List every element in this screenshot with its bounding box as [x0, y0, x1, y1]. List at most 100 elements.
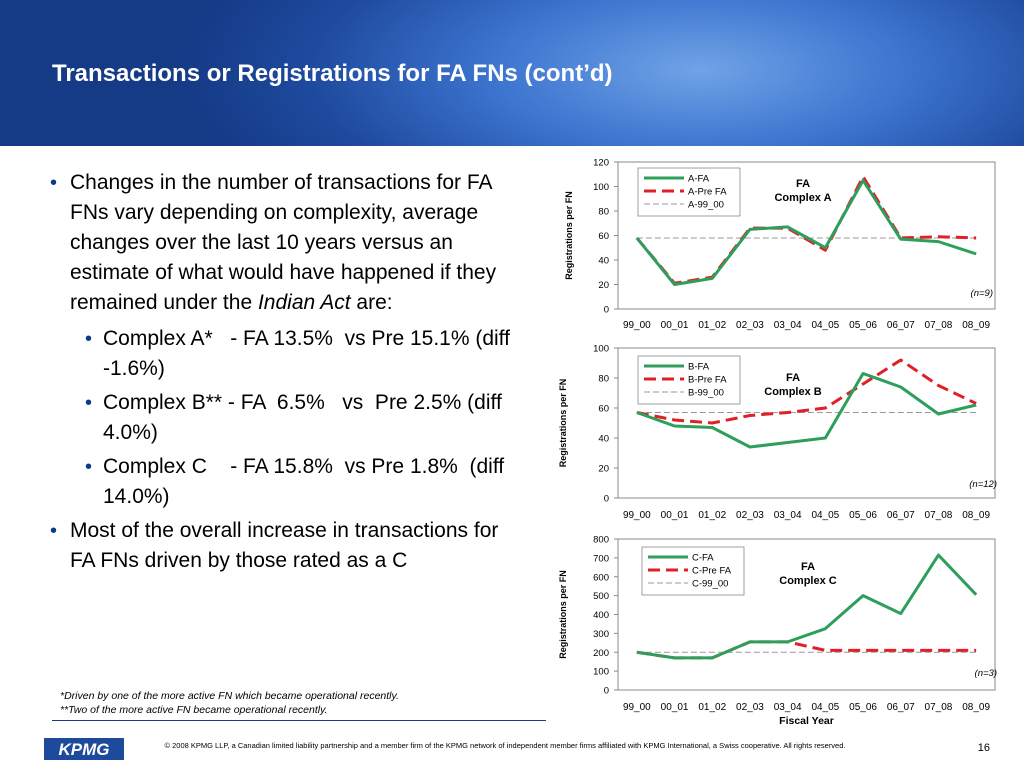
- x-tick-label: 02_03: [736, 702, 764, 713]
- y-tick-label: 20: [598, 464, 609, 475]
- y-tick-label: 80: [598, 207, 609, 218]
- chart-annotation: Complex C: [779, 575, 837, 587]
- title-banner: [0, 0, 1024, 146]
- x-tick-label: 03_04: [774, 702, 802, 713]
- sample-size-label: (n=12): [969, 479, 997, 490]
- y-tick-label: 100: [593, 344, 609, 355]
- y-tick-label: 300: [593, 629, 609, 640]
- x-tick-label: 03_04: [774, 510, 802, 521]
- sub-bullet-complex-b: • Complex B** - FA 6.5% vs Pre 2.5% (dif…: [50, 388, 520, 448]
- bullet-icon: •: [85, 456, 93, 478]
- chart-annotation: Complex B: [764, 386, 822, 398]
- footnote-1: *Driven by one of the more active FN whi…: [60, 690, 399, 702]
- legend-box: [637, 355, 741, 405]
- x-tick-label: 07_08: [925, 702, 953, 713]
- sub-bullet-complex-a-text: Complex A* - FA 13.5% vs Pre 15.1% (diff…: [103, 327, 522, 380]
- x-tick-label: 08_09: [962, 320, 990, 331]
- y-tick-label: 60: [598, 404, 609, 415]
- y-tick-label: 60: [598, 231, 609, 242]
- y-axis-label: Registrations per FN: [564, 191, 574, 280]
- logo-background: [44, 738, 124, 760]
- x-tick-label: 06_07: [887, 510, 915, 521]
- footnote-2: **Two of the more active FN became opera…: [60, 704, 328, 716]
- sub-bullet-complex-b-text: Complex B** - FA 6.5% vs Pre 2.5% (diff …: [103, 391, 508, 444]
- y-tick-label: 800: [593, 535, 609, 546]
- legend-label: B-99_00: [688, 388, 724, 399]
- chart-1: 0 20 40 60 80 100 120 99_00 00_01 01_02 02_03 03_04…: [564, 158, 996, 331]
- copyright-footer: © 2008 KPMG LLP, a Canadian limited liab…: [164, 741, 846, 750]
- y-tick-label: 0: [604, 686, 609, 697]
- chart-annotation: FA: [801, 561, 815, 573]
- chart-2: 0 20 40 60 80 100 99_00 00_01 01_02 02_03 03_04 04_…: [558, 344, 997, 522]
- sub-bullet-complex-c: • Complex C - FA 15.8% vs Pre 1.8% (diff…: [50, 452, 520, 512]
- bullet-changes-emphasis: Indian Act: [257, 291, 351, 314]
- x-tick-label: 04_05: [811, 510, 839, 521]
- y-axis-label: Registrations per FN: [558, 570, 568, 659]
- y-tick-label: 700: [593, 553, 609, 564]
- x-tick-label: 06_07: [887, 320, 915, 331]
- bullet-icon: •: [85, 328, 93, 350]
- y-tick-label: 600: [593, 572, 609, 583]
- y-tick-label: 200: [593, 648, 609, 659]
- chart-3: 0 100 200 300 400 500 600 700 800 99_00 00_01 01_02…: [558, 535, 997, 728]
- footnotes: *Driven by one of the more active FN whi…: [60, 689, 399, 717]
- x-tick-label: 02_03: [736, 510, 764, 521]
- x-tick-label: 99_00: [623, 320, 651, 331]
- y-tick-label: 0: [604, 305, 609, 316]
- x-tick-label: 01_02: [698, 320, 726, 331]
- x-tick-label: 06_07: [887, 702, 915, 713]
- chart-annotation: Complex A: [774, 192, 831, 204]
- x-tick-label: 00_01: [661, 702, 689, 713]
- x-tick-label: 04_05: [811, 702, 839, 713]
- chart-legend: C-FA C-Pre FA C-99_00: [641, 546, 745, 596]
- series-line-c-fa: [636, 553, 978, 660]
- kpmg-logo: KPMG: [44, 738, 124, 760]
- y-tick-label: 80: [598, 374, 609, 385]
- footer-divider: [52, 720, 546, 721]
- x-tick-label: 08_09: [962, 510, 990, 521]
- x-axis-label: Fiscal Year: [779, 715, 834, 727]
- x-tick-label: 08_09: [962, 702, 990, 713]
- x-tick-label: 99_00: [623, 510, 651, 521]
- legend-label: B-Pre FA: [688, 375, 727, 386]
- bullet-changes-text: Changes in the number of transactions fo…: [70, 171, 497, 314]
- logo-text: KPMG: [59, 740, 110, 759]
- x-tick-label: 07_08: [925, 320, 953, 331]
- series-line-b-fa: [636, 372, 977, 449]
- x-tick-label: 00_01: [661, 320, 689, 331]
- x-tick-label: 01_02: [698, 702, 726, 713]
- x-tick-label: 00_01: [661, 510, 689, 521]
- legend-label: A-Pre FA: [688, 187, 727, 198]
- y-tick-label: 500: [593, 591, 609, 602]
- y-tick-label: 20: [598, 280, 609, 291]
- y-axis-label: Registrations per FN: [558, 379, 568, 468]
- series-line-a-fa: [635, 178, 977, 286]
- bullet-changes: • Changes in the number of transactions …: [50, 168, 520, 318]
- x-tick-label: 05_06: [849, 702, 877, 713]
- bullet-changes-tail: are:: [350, 291, 393, 314]
- x-tick-label: 05_06: [849, 320, 877, 331]
- page-number: 16: [977, 742, 990, 754]
- slide-title: Transactions or Registrations for FA FNs…: [52, 60, 613, 87]
- chart-legend: A-FA A-Pre FA A-99_00: [637, 167, 741, 217]
- legend-label: A-99_00: [688, 200, 724, 211]
- x-tick-label: 07_08: [925, 510, 953, 521]
- sample-size-label: (n=3): [975, 668, 997, 679]
- x-tick-label: 04_05: [811, 320, 839, 331]
- bullet-icon: •: [50, 172, 58, 194]
- chart-annotation: FA: [786, 372, 800, 384]
- legend-label: A-FA: [688, 174, 710, 185]
- bullet-icon: •: [85, 392, 93, 414]
- x-tick-label: 05_06: [849, 510, 877, 521]
- y-tick-label: 120: [593, 158, 609, 169]
- x-tick-label: 99_00: [623, 702, 651, 713]
- legend-label: C-99_00: [692, 579, 728, 590]
- sub-bullet-complex-a: • Complex A* - FA 13.5% vs Pre 15.1% (di…: [50, 324, 520, 384]
- series-line-b-pre-fa: [636, 358, 977, 425]
- y-tick-label: 100: [593, 182, 609, 193]
- y-tick-label: 40: [598, 256, 609, 267]
- x-tick-label: 01_02: [698, 510, 726, 521]
- bullet-increase-text: Most of the overall increase in transact…: [70, 519, 499, 572]
- legend-label: C-Pre FA: [692, 566, 732, 577]
